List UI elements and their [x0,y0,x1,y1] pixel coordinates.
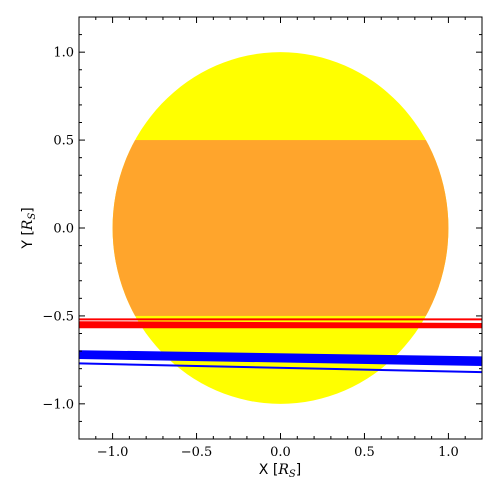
x-axis-label: X [RS] [259,462,301,480]
track-1-line-0 [79,362,482,374]
plot-frame [78,16,483,440]
x-axis-label-subscript: S [289,469,296,480]
x-tick-label: 0.0 [270,445,291,460]
y-axis-label-suffix: ] [20,207,36,212]
y-axis-label-prefix: Y [ [20,230,36,249]
x-axis-label-suffix: ] [296,462,301,478]
y-tick-label: 0.0 [53,222,74,237]
y-tick-label: 1.0 [53,46,74,61]
x-axis-label-prefix: X [ [259,462,279,478]
y-axis-label: Y [RS] [20,207,38,249]
y-axis-label-subscript: S [27,213,38,220]
x-tick-label: −0.5 [181,445,213,460]
x-axis-label-symbol: R [277,462,289,478]
x-tick-label: −1.0 [97,445,129,460]
y-tick-label: −1.0 [42,397,74,412]
x-tick-label: 0.5 [354,445,375,460]
track-0-band-0 [79,321,482,329]
y-tick-label: −0.5 [42,309,74,324]
y-axis-label-symbol: R [20,219,36,231]
x-tick-label: 1.0 [438,445,459,460]
band [112,140,449,316]
band-group [112,140,449,316]
track-1-band-0 [79,350,482,367]
y-tick-label: 0.5 [53,134,74,149]
